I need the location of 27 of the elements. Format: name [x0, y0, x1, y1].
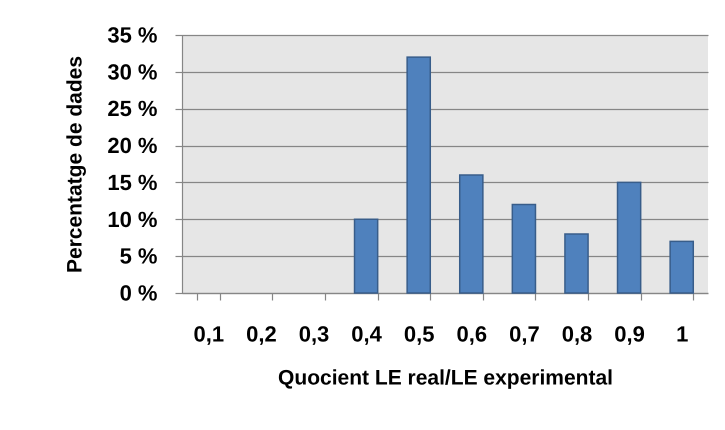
- bar: [406, 56, 432, 294]
- y-tick-label: 20 %: [107, 133, 158, 158]
- x-tick-label: 0,4: [351, 322, 383, 346]
- y-tick-label: 10 %: [107, 206, 158, 232]
- bar: [354, 218, 378, 294]
- x-tick-label: 0,8: [562, 322, 592, 346]
- x-axis-title: Quocient LE real/LE experimental: [278, 366, 613, 390]
- x-tick-label: 0,3: [298, 322, 330, 346]
- bar: [458, 174, 484, 294]
- x-tick-label: 1: [676, 322, 688, 346]
- y-tick-label: 25 %: [107, 96, 158, 122]
- y-tick-label: 35 %: [107, 22, 158, 48]
- y-tick-label: 0 %: [120, 280, 158, 306]
- bar: [512, 204, 536, 294]
- bar: [669, 240, 694, 294]
- y-tick-label: 5 %: [120, 244, 158, 269]
- x-tick-label: 0,7: [509, 322, 540, 346]
- bar: [564, 233, 589, 294]
- bar: [616, 182, 642, 294]
- x-tick-label: 0,6: [456, 322, 488, 346]
- x-tick-label: 0,5: [404, 322, 434, 346]
- y-tick-label: 30 %: [107, 59, 158, 84]
- y-axis-title: Percentatge de dades: [63, 56, 86, 274]
- x-tick-label: 0,2: [246, 322, 277, 346]
- x-tick-label: 0,1: [194, 322, 224, 346]
- x-tick-label: 0,9: [614, 322, 645, 346]
- y-tick-label: 15 %: [107, 170, 158, 195]
